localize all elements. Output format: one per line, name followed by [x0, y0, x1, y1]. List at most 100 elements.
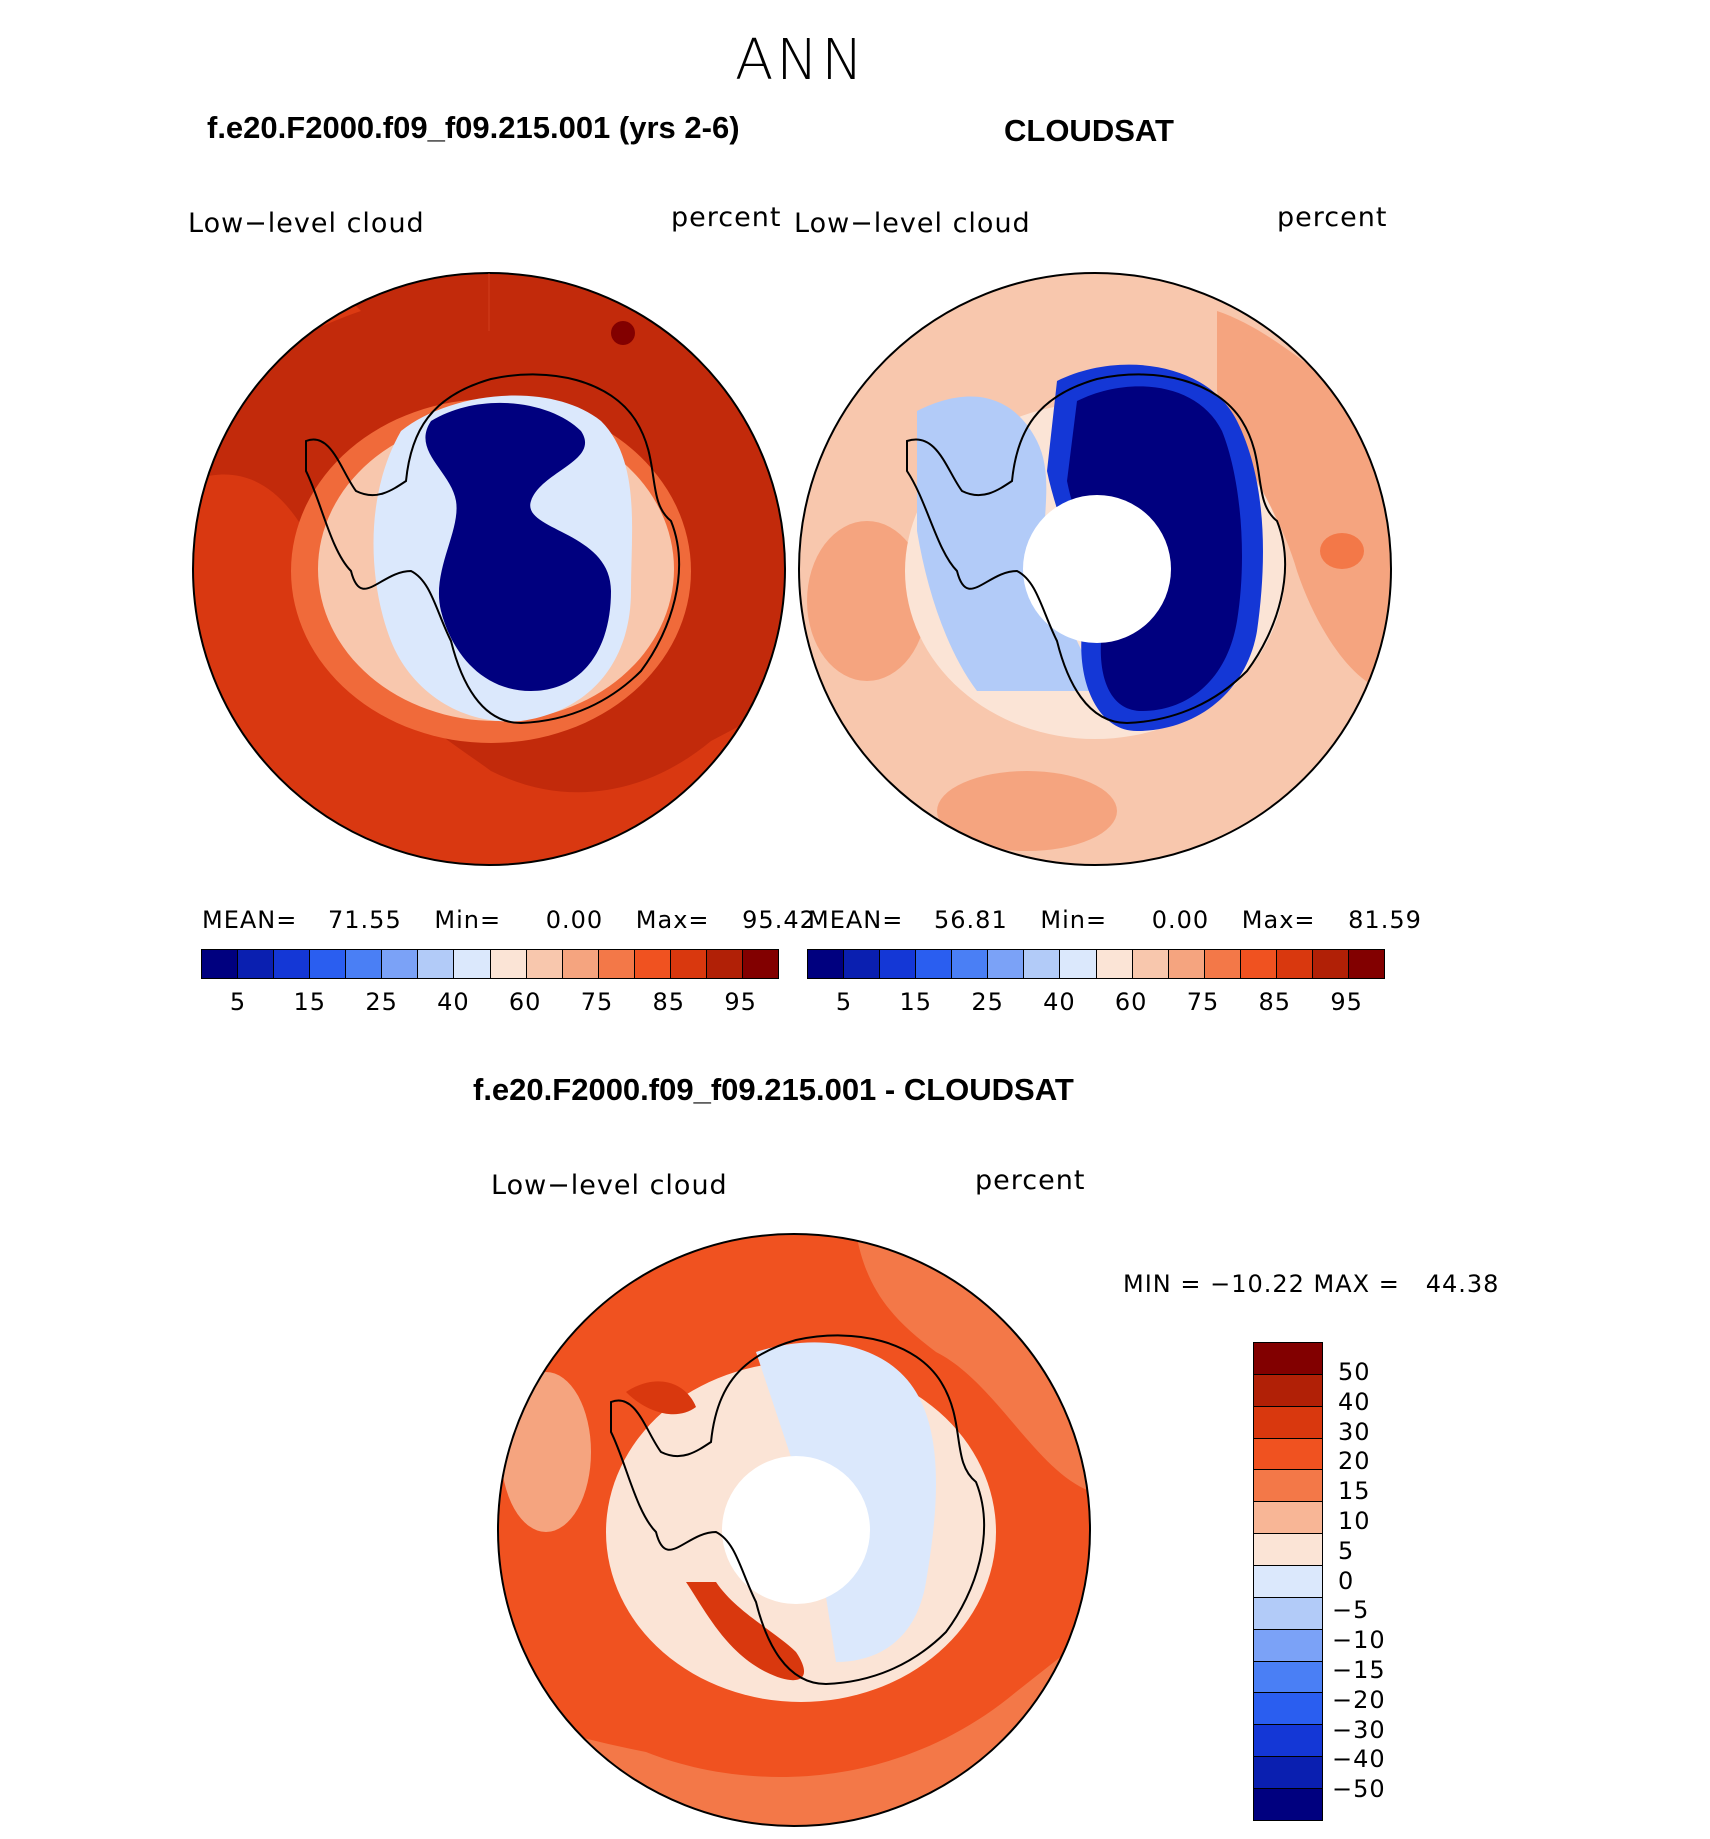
panel3-polar-map — [497, 1233, 1091, 1827]
colorbar-swatch — [562, 950, 599, 978]
panel1-stats: MEAN= 71.55 Min= 0.00 Max= 95.42 — [202, 906, 816, 934]
panel2-blob-3 — [1320, 533, 1364, 569]
colorbar-swatch — [1254, 1374, 1322, 1407]
panel2-colorbar — [807, 949, 1385, 979]
colorbar-swatch — [382, 950, 419, 978]
colorbar-swatch — [346, 950, 383, 978]
panel3-minmax: MIN = −10.22 MAX = 44.38 — [1123, 1270, 1500, 1298]
colorbar-swatch — [274, 950, 311, 978]
colorbar-tick-label: 5 — [229, 988, 247, 1016]
colorbar-swatch — [1348, 950, 1384, 978]
panel1-max-label: Max= — [635, 906, 710, 934]
panel1-variable: Low−level cloud — [188, 208, 425, 239]
panel2-mean-label: MEAN= — [808, 906, 904, 934]
colorbar-swatch — [454, 950, 491, 978]
panel1-units: percent — [671, 202, 782, 233]
colorbar-tick-label: 40 — [437, 988, 470, 1016]
colorbar-swatch — [880, 950, 917, 978]
colorbar-swatch — [1254, 1438, 1322, 1471]
colorbar-tick-label: 75 — [580, 988, 614, 1016]
colorbar-swatch — [1276, 950, 1313, 978]
panel1-interior-dark — [425, 402, 611, 691]
colorbar-tick-label: −5 — [1332, 1596, 1370, 1625]
panel2-pole-hole — [1023, 495, 1171, 643]
colorbar-swatch — [526, 950, 563, 978]
colorbar-swatch — [1254, 1343, 1322, 1375]
colorbar-tick-label: 50 — [1338, 1358, 1371, 1386]
colorbar-swatch — [1254, 1661, 1322, 1694]
panel3-band-west — [501, 1372, 591, 1532]
colorbar-swatch — [1254, 1789, 1322, 1820]
colorbar-swatch — [1254, 1406, 1322, 1439]
panel1-min-value: 0.00 — [545, 906, 604, 934]
panel1-polar-map — [192, 272, 786, 866]
colorbar-swatch — [1254, 1757, 1322, 1790]
panel1-band — [193, 474, 785, 865]
panel3-variable: Low−level cloud — [491, 1170, 728, 1201]
panel1-mean-label: MEAN= — [202, 906, 298, 934]
colorbar-tick-label: 0 — [1338, 1566, 1355, 1595]
colorbar-swatch — [1254, 1629, 1322, 1662]
colorbar-tick-label: 25 — [971, 988, 1004, 1016]
colorbar-swatch — [1096, 950, 1133, 978]
colorbar-swatch — [598, 950, 635, 978]
colorbar-tick-label: 25 — [365, 988, 398, 1016]
colorbar-tick-label: 40 — [1043, 988, 1076, 1016]
colorbar-swatch — [1168, 950, 1205, 978]
panel1-min-label: Min= — [434, 906, 502, 934]
colorbar-tick-label: −30 — [1332, 1715, 1386, 1744]
colorbar-swatch — [490, 950, 527, 978]
colorbar-swatch — [952, 950, 989, 978]
colorbar-tick-label: 85 — [1258, 988, 1292, 1016]
colorbar-swatch — [1254, 1693, 1322, 1726]
colorbar-swatch — [988, 950, 1025, 978]
colorbar-tick-label: 5 — [1338, 1536, 1355, 1565]
colorbar-tick-label: −50 — [1332, 1775, 1386, 1804]
colorbar-tick-label: 40 — [1338, 1387, 1371, 1416]
colorbar-tick-label: 60 — [508, 988, 542, 1016]
panel2-title: CLOUDSAT — [1004, 113, 1174, 148]
panel3-dark-patch-1 — [686, 1582, 805, 1681]
colorbar-swatch — [670, 950, 707, 978]
colorbar-swatch — [1254, 1534, 1322, 1567]
colorbar-swatch — [238, 950, 275, 978]
panel2-blob-1 — [807, 521, 927, 681]
panel1-max-spot — [611, 321, 635, 345]
colorbar-tick-label: 15 — [899, 988, 933, 1016]
colorbar-tick-label: 60 — [1114, 988, 1148, 1016]
colorbar-swatch — [418, 950, 455, 978]
colorbar-tick-label: 20 — [1338, 1447, 1371, 1476]
panel2-stats: MEAN= 56.81 Min= 0.00 Max= 81.59 — [808, 906, 1422, 934]
panel2-blob-2 — [937, 771, 1117, 851]
panel1-colorbar — [201, 949, 779, 979]
colorbar-swatch — [1204, 950, 1241, 978]
colorbar-tick-label: 15 — [1338, 1477, 1371, 1506]
colorbar-swatch — [706, 950, 743, 978]
panel2-max-label: Max= — [1241, 906, 1316, 934]
colorbar-swatch — [844, 950, 881, 978]
panel3-dark-patch-2 — [626, 1381, 696, 1415]
panel1-mean-value: 71.55 — [328, 906, 402, 934]
panel1-title: f.e20.F2000.f09_f09.215.001 (yrs 2-6) — [207, 110, 740, 145]
colorbar-tick-label: 5 — [835, 988, 853, 1016]
colorbar-swatch — [1254, 1470, 1322, 1503]
colorbar-swatch — [916, 950, 953, 978]
panel3-units: percent — [975, 1165, 1086, 1196]
colorbar-tick-label: 95 — [724, 988, 757, 1016]
colorbar-swatch — [1240, 950, 1277, 978]
panel2-variable: Low−level cloud — [794, 208, 1031, 239]
colorbar-swatch — [202, 950, 239, 978]
panel1-max-value: 95.42 — [742, 906, 816, 934]
panel2-coastline — [906, 373, 1286, 725]
colorbar-tick-label: −15 — [1332, 1656, 1386, 1684]
panel2-max-value: 81.59 — [1348, 906, 1422, 934]
panel2-polar-map — [798, 272, 1392, 866]
panel2-min-value: 0.00 — [1151, 906, 1210, 934]
colorbar-tick-label: −20 — [1332, 1685, 1386, 1714]
colorbar-tick-label: 75 — [1186, 988, 1220, 1016]
colorbar-tick-label: 10 — [1338, 1507, 1371, 1535]
colorbar-swatch — [1254, 1502, 1322, 1535]
panel3-pole-hole — [722, 1456, 870, 1604]
colorbar-swatch — [1060, 950, 1097, 978]
panel3-title: f.e20.F2000.f09_f09.215.001 - CLOUDSAT — [473, 1072, 1074, 1107]
